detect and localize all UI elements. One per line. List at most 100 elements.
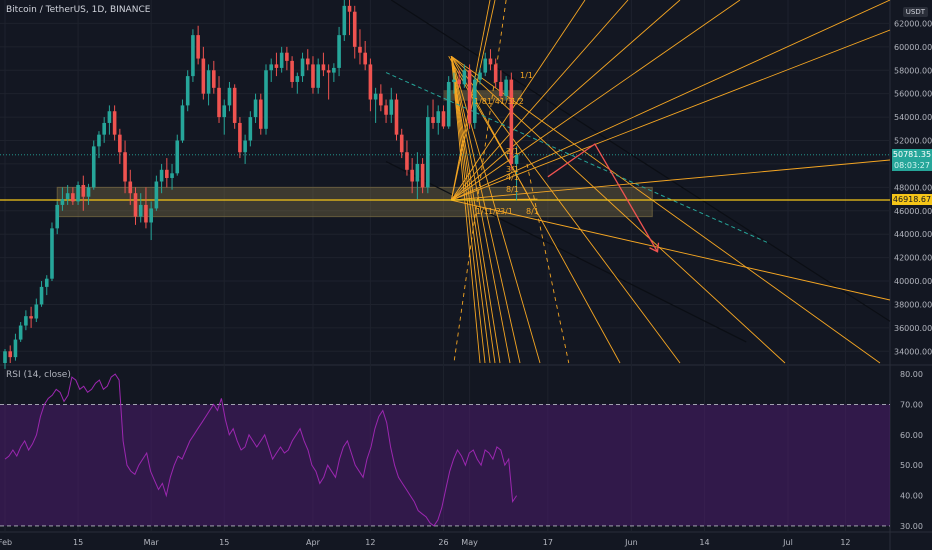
candle-body [452,79,456,82]
fib-fan-line [450,56,486,364]
channel-lower [385,161,747,343]
candle-body [467,70,472,123]
candle-body [509,79,514,164]
y-tick-label: 58000.00 [894,66,932,75]
fib-label: 2/1 [506,147,519,156]
candle-body [410,169,414,182]
fib-label: 8/1 [526,207,539,216]
fib-label: 1/3 [500,97,513,106]
candle-body [81,185,86,197]
candle-body [128,181,133,194]
x-tick-label: Feb [0,538,12,547]
candle-body [149,208,153,223]
candle-body [180,105,185,141]
fib-label: 1/1 [476,207,489,216]
currency-badge[interactable]: USDT [902,7,928,17]
x-tick-label: 17 [543,538,553,547]
candle-body [8,351,13,358]
candle-body [55,204,59,229]
x-tick-label: 12 [365,538,375,547]
y-tick-label: 34000.00 [894,347,932,356]
candle-body [488,58,493,65]
fib-dashed-line [526,163,570,364]
candle-body [212,70,216,88]
x-tick-label: 15 [219,538,229,547]
fib-label: 4/1 [506,173,519,182]
candle-body [305,58,310,65]
candle-body [201,58,206,94]
y-tick-label: 40000.00 [894,277,932,286]
candle-body [144,204,148,223]
candle-body [431,117,435,123]
candle-body [279,52,284,68]
candle-body [65,193,70,200]
candle-body [342,5,347,36]
candle-body [107,111,112,123]
fib-label: 3/1 [506,165,519,174]
fib-fan-line [450,55,621,364]
x-tick-label: 14 [699,538,709,547]
fib-fan-line [451,29,891,201]
fib-label: 1/2 [488,207,501,216]
candle-body [232,87,237,123]
candle-body [60,199,65,205]
candle-body [493,64,498,82]
rsi-title: RSI (14, close) [6,370,71,380]
candle-body [384,105,388,115]
candle-body [285,52,289,61]
candle-body [326,70,331,73]
fib-fan-line [451,159,891,201]
candle-body [499,81,503,97]
fib-label: 8/1 [506,185,519,194]
fib-fan-line [450,0,586,201]
fib-fan-line [450,56,496,364]
y-tick-label: 38000.00 [894,300,932,309]
candle-body [159,169,164,182]
candle-body [373,93,378,100]
candle-body [253,99,258,118]
horizontal-level-tag: 46918.67 [892,194,932,206]
x-tick-label: Jul [782,538,793,547]
projection-arrow [547,143,659,253]
candle-body [44,278,49,287]
candle-body [76,185,80,202]
candle-body [473,79,477,123]
fib-fan-line [451,0,891,201]
fib-fan-line [451,0,741,201]
candle-body [206,70,211,94]
y-tick-label: 54000.00 [894,113,932,122]
fib-fan-line [451,199,891,301]
candle-body [358,46,362,53]
fib-label: 3/1 [500,207,513,216]
countdown-tag: 08:03:27 [892,159,932,171]
candle-body [248,117,253,141]
candle-body [415,163,420,182]
candle-body [347,5,352,12]
candle-body [29,316,33,319]
x-tick-label: 15 [73,538,83,547]
candle-body [379,93,383,106]
candle-body [264,70,268,129]
fib-fan-line [450,55,681,364]
fib-fan-line [450,56,511,364]
rsi-tick-label: 40.00 [900,492,923,501]
candle-body [170,173,174,178]
candle-body [196,35,200,59]
candle-body [269,64,274,71]
candle-body [462,70,467,85]
candle-body [154,181,159,209]
candle-body [217,87,221,118]
candle-body [436,111,441,123]
y-tick-label: 62000.00 [894,19,932,28]
candle-body [123,152,127,182]
candle-body [457,79,461,85]
candle-body [191,35,195,77]
candle-body [478,72,482,80]
candle-body [18,325,23,340]
fib-fan-line [450,56,481,364]
candle-body [504,79,508,97]
candle-body [405,152,409,170]
fib-fan-line [450,56,541,364]
candle-body [483,58,488,73]
